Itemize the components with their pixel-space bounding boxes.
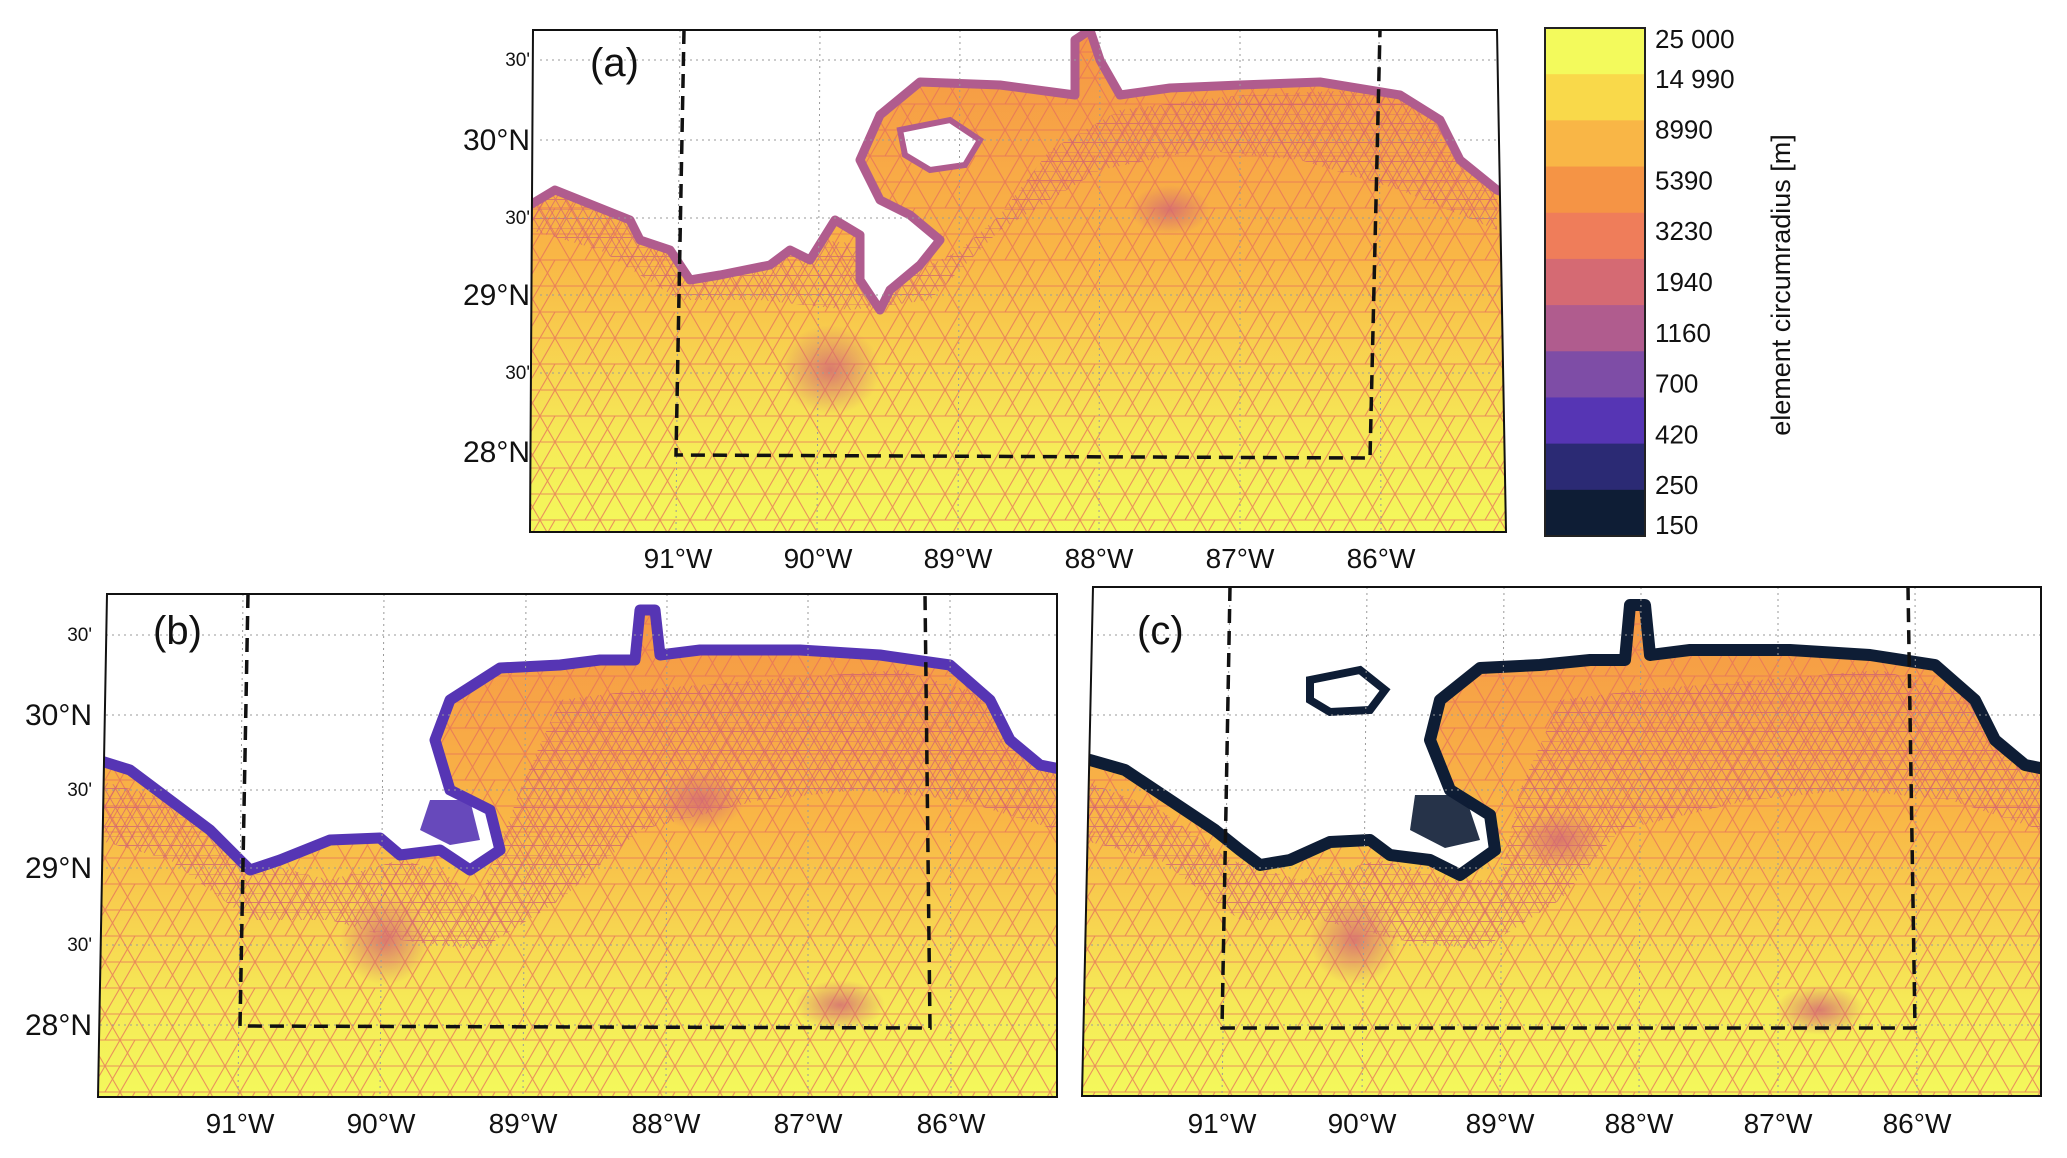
lon-label-87w-a: 87°W: [1206, 543, 1275, 574]
colorbar-cell: [1545, 74, 1645, 121]
lon-label-87w-b: 87°W: [774, 1108, 843, 1139]
frame-a: [528, 29, 1508, 533]
lon-label-86w-b: 86°W: [917, 1108, 986, 1139]
lat-label-minor-a3: 30': [505, 363, 530, 384]
lat-label-28n-a: 28°N: [463, 436, 530, 469]
colorbar-cell: [1545, 489, 1645, 537]
colorbar-tick-label: 700: [1655, 369, 1698, 399]
estuary-c: [1410, 795, 1480, 848]
estuary-b: [420, 800, 480, 845]
lat-label-30n-b: 30°N: [25, 699, 92, 732]
lon-label-88w-b: 88°W: [632, 1108, 701, 1139]
lon-label-90w-c: 90°W: [1328, 1108, 1397, 1139]
fine-mesh-coast-c: [1082, 670, 2041, 950]
colorbar-cell: [1545, 212, 1645, 260]
lat-label-28n-b: 28°N: [25, 1009, 92, 1042]
colorbar-cell: [1545, 305, 1645, 352]
colorbar-cell: [1545, 397, 1645, 445]
lon-label-90w-b: 90°W: [347, 1108, 416, 1139]
lon-label-89w-c: 89°W: [1466, 1108, 1535, 1139]
lon-label-90w-a: 90°W: [784, 543, 853, 574]
panel-c: (c) 91°W 90°W 89°W 88°W 87°W 86°W: [1080, 586, 2042, 1139]
lon-label-91w-b: 91°W: [206, 1108, 275, 1139]
lat-label-minor-b3: 30': [67, 935, 92, 956]
lat-label-minor-a2: 30': [505, 208, 530, 229]
fine-mesh-coast-a: [530, 90, 1497, 310]
coastline-b: [98, 604, 1057, 876]
coastline-a: [530, 30, 1506, 315]
land-a: [530, 30, 1506, 310]
coastline-c: [1082, 599, 2041, 881]
colorbar-cell: [1545, 28, 1645, 75]
inset-box-a: [674, 29, 1382, 460]
land-c: [1082, 587, 2041, 875]
inset-box-b: [238, 593, 932, 1030]
colorbar-tick-label: 420: [1655, 419, 1698, 449]
lon-label-89w-b: 89°W: [489, 1108, 558, 1139]
panel-label-b: (b): [153, 609, 202, 653]
island-c: [1306, 665, 1391, 717]
colorbar-title: element circumradius [m]: [1766, 134, 1796, 436]
colorbar-tick-label: 25 000: [1655, 24, 1735, 54]
panel-a: (a) 30' 30°N 30' 29°N 30' 28°N 91°W 90°W…: [463, 29, 1508, 574]
panel-label-c: (c): [1137, 609, 1184, 653]
inset-box-c: [1220, 586, 1917, 1030]
lat-label-30n-a: 30°N: [463, 124, 530, 157]
colorbar-cell: [1545, 166, 1645, 214]
lat-label-minor-b1: 30': [67, 625, 92, 646]
colorbar-cell: [1545, 351, 1645, 398]
lat-label-minor-b2: 30': [67, 780, 92, 801]
colorbar-cell: [1545, 443, 1645, 491]
lat-label-29n-a: 29°N: [463, 279, 530, 312]
lon-label-89w-a: 89°W: [924, 543, 993, 574]
colorbar-tick-label: 14 990: [1655, 64, 1735, 94]
colorbar-tick-label: 1160: [1655, 318, 1711, 348]
colorbar-tick-label: 150: [1655, 510, 1698, 540]
colorbar-tick-label: 1940: [1655, 267, 1713, 297]
lat-label-29n-b: 29°N: [25, 852, 92, 885]
colorbar-tick-label: 3230: [1655, 216, 1713, 246]
fine-mesh-coast-b: [98, 670, 1057, 950]
lon-label-86w-c: 86°W: [1883, 1108, 1952, 1139]
lon-label-91w-a: 91°W: [644, 543, 713, 574]
panel-label-a: (a): [590, 41, 639, 85]
colorbar: 25 000 14 990 8990 5390 3230 1940 1160 700 420 25…: [1544, 24, 1796, 540]
lon-label-91w-c: 91°W: [1188, 1108, 1257, 1139]
colorbar-cell: [1545, 120, 1645, 168]
lon-label-87w-c: 87°W: [1744, 1108, 1813, 1139]
colorbar-tick-label: 5390: [1655, 165, 1713, 195]
colorbar-tick-label: 250: [1655, 470, 1698, 500]
colorbar-tick-label: 8990: [1655, 115, 1713, 145]
lat-label-minor-a1: 30': [505, 50, 530, 71]
frame-b: [96, 593, 1058, 1098]
lon-label-86w-a: 86°W: [1347, 543, 1416, 574]
panel-b: (b) 30' 30°N 30' 29°N 30' 28°N 91°W 90°W…: [25, 593, 1058, 1139]
land-b: [98, 594, 1057, 870]
colorbar-cell: [1545, 258, 1645, 306]
graticule-a: [540, 30, 1500, 531]
lon-label-88w-a: 88°W: [1065, 543, 1134, 574]
graticule-c: [1085, 587, 2041, 1096]
lon-label-88w-c: 88°W: [1605, 1108, 1674, 1139]
frame-c: [1080, 586, 2042, 1097]
